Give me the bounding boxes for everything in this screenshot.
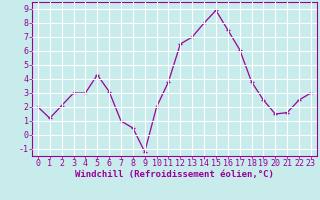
X-axis label: Windchill (Refroidissement éolien,°C): Windchill (Refroidissement éolien,°C) — [75, 170, 274, 179]
